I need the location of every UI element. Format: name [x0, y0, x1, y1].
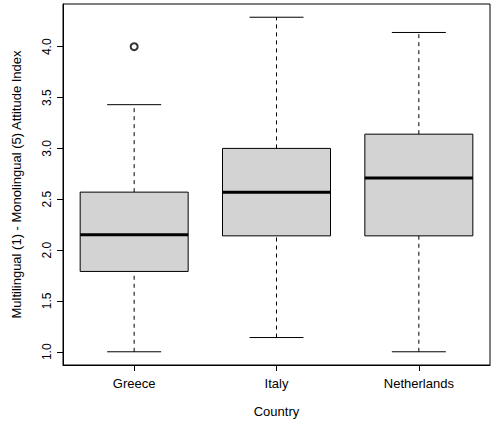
svg-text:Netherlands: Netherlands	[384, 376, 455, 391]
svg-text:4.0: 4.0	[40, 38, 54, 55]
svg-text:2.0: 2.0	[40, 241, 54, 258]
svg-text:1.0: 1.0	[40, 343, 54, 360]
svg-text:3.5: 3.5	[40, 89, 54, 106]
svg-text:2.5: 2.5	[40, 191, 54, 208]
svg-text:Italy: Italy	[265, 376, 289, 391]
svg-text:1.5: 1.5	[40, 292, 54, 309]
svg-text:Greece: Greece	[113, 376, 156, 391]
svg-text:Country: Country	[254, 404, 300, 419]
svg-text:3.0: 3.0	[40, 140, 54, 157]
svg-text:Multilingual (1) - Monolingual: Multilingual (1) - Monolingual (5) Attit…	[9, 50, 24, 319]
